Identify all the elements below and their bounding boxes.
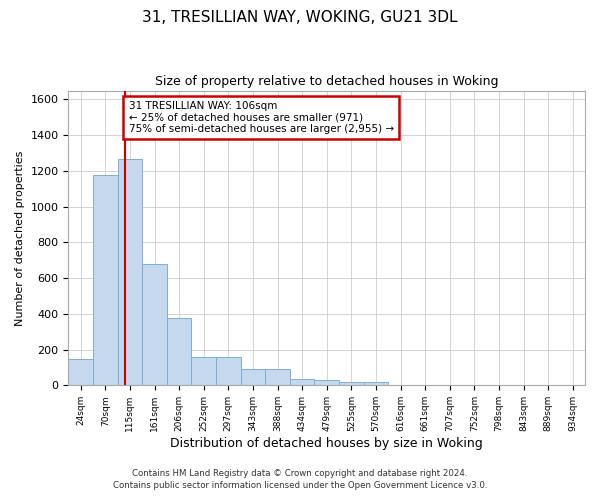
Text: Contains HM Land Registry data © Crown copyright and database right 2024.
Contai: Contains HM Land Registry data © Crown c… <box>113 468 487 490</box>
Bar <box>167 318 191 386</box>
Bar <box>265 370 290 386</box>
Bar <box>314 380 339 386</box>
Bar <box>339 382 364 386</box>
Text: 31 TRESILLIAN WAY: 106sqm
← 25% of detached houses are smaller (971)
75% of semi: 31 TRESILLIAN WAY: 106sqm ← 25% of detac… <box>128 101 394 134</box>
Bar <box>241 370 265 386</box>
Bar <box>216 357 241 386</box>
Bar <box>118 160 142 386</box>
Bar <box>142 264 167 386</box>
Bar <box>290 379 314 386</box>
Y-axis label: Number of detached properties: Number of detached properties <box>15 150 25 326</box>
Title: Size of property relative to detached houses in Woking: Size of property relative to detached ho… <box>155 75 499 88</box>
Bar <box>93 176 118 386</box>
Text: 31, TRESILLIAN WAY, WOKING, GU21 3DL: 31, TRESILLIAN WAY, WOKING, GU21 3DL <box>142 10 458 25</box>
X-axis label: Distribution of detached houses by size in Woking: Distribution of detached houses by size … <box>170 437 483 450</box>
Bar <box>191 357 216 386</box>
Bar <box>364 382 388 386</box>
Bar <box>68 358 93 386</box>
